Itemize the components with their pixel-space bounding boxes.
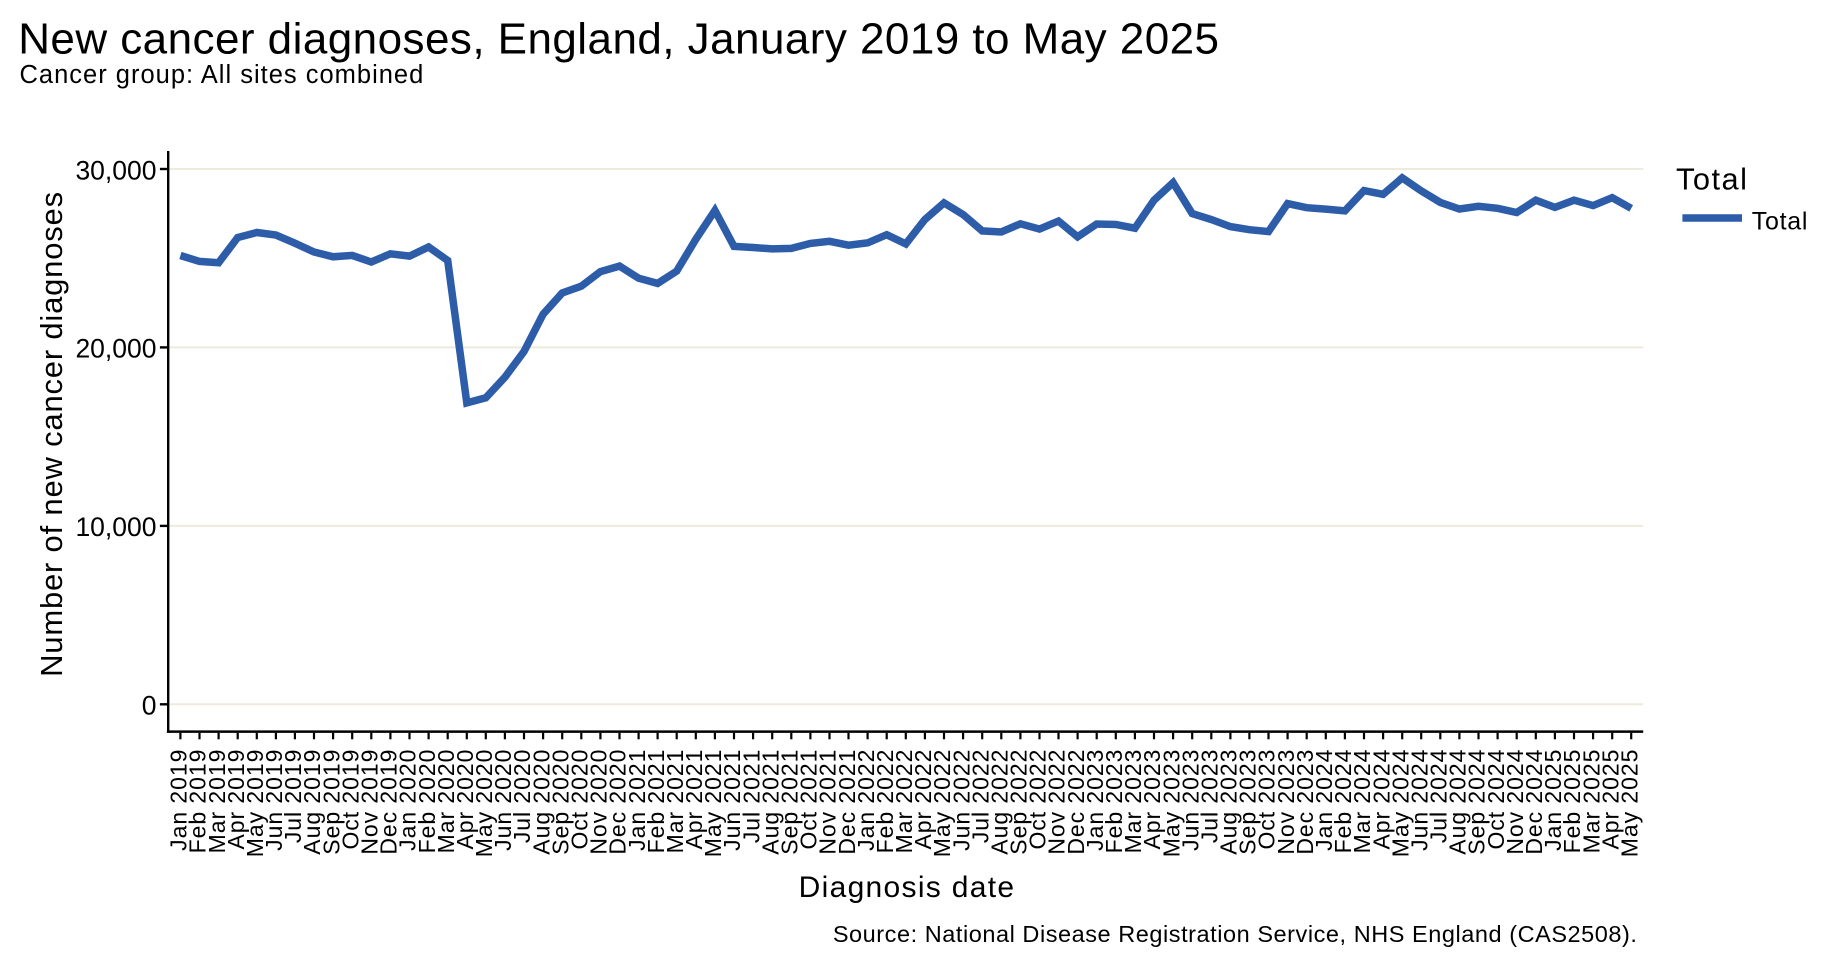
svg-text:Feb 2023: Feb 2023 <box>1101 749 1127 854</box>
svg-text:New cancer diagnoses, England,: New cancer diagnoses, England, January 2… <box>18 14 1219 63</box>
svg-text:Sep 2021: Sep 2021 <box>777 749 803 855</box>
svg-text:Sep 2023: Sep 2023 <box>1235 749 1261 855</box>
svg-text:Feb 2019: Feb 2019 <box>185 749 211 854</box>
svg-text:May 2019: May 2019 <box>242 749 268 858</box>
svg-text:Mar 2024: Mar 2024 <box>1349 749 1375 854</box>
svg-text:Aug 2021: Aug 2021 <box>757 749 783 855</box>
svg-text:Jan 2022: Jan 2022 <box>853 749 879 851</box>
svg-text:0: 0 <box>142 691 157 721</box>
svg-text:Nov 2019: Nov 2019 <box>357 749 383 855</box>
svg-text:Apr 2024: Apr 2024 <box>1368 749 1394 850</box>
svg-text:Apr 2021: Apr 2021 <box>681 749 707 850</box>
svg-text:Jul 2020: Jul 2020 <box>509 749 535 844</box>
svg-text:Jun 2020: Jun 2020 <box>490 749 516 851</box>
svg-text:Oct 2021: Oct 2021 <box>796 749 822 850</box>
svg-text:Oct 2022: Oct 2022 <box>1025 749 1051 850</box>
svg-text:Feb 2025: Feb 2025 <box>1559 749 1585 854</box>
svg-text:10,000: 10,000 <box>75 512 156 542</box>
svg-text:Jun 2021: Jun 2021 <box>719 749 745 851</box>
svg-text:Dec 2020: Dec 2020 <box>605 749 631 855</box>
svg-text:Apr 2020: Apr 2020 <box>452 749 478 850</box>
svg-text:May 2022: May 2022 <box>929 749 955 858</box>
svg-text:Jul 2021: Jul 2021 <box>738 749 764 844</box>
svg-text:Feb 2024: Feb 2024 <box>1330 749 1356 854</box>
svg-text:Jan 2025: Jan 2025 <box>1540 749 1566 851</box>
svg-text:Nov 2024: Nov 2024 <box>1502 749 1528 855</box>
svg-text:Diagnosis date: Diagnosis date <box>799 871 1016 904</box>
svg-text:Jan 2024: Jan 2024 <box>1311 749 1337 851</box>
svg-text:Jul 2019: Jul 2019 <box>280 749 306 844</box>
svg-text:Dec 2024: Dec 2024 <box>1521 749 1547 855</box>
svg-text:Aug 2020: Aug 2020 <box>528 749 554 855</box>
svg-text:Oct 2019: Oct 2019 <box>337 749 363 850</box>
svg-text:Jan 2023: Jan 2023 <box>1082 749 1108 851</box>
svg-text:Sep 2020: Sep 2020 <box>547 749 573 855</box>
svg-text:Jul 2022: Jul 2022 <box>967 749 993 844</box>
svg-text:Oct 2020: Oct 2020 <box>567 749 593 850</box>
svg-text:Jan 2021: Jan 2021 <box>624 749 650 851</box>
svg-text:Mar 2022: Mar 2022 <box>891 749 917 854</box>
svg-text:Source: National Disease Regis: Source: National Disease Registration Se… <box>833 921 1638 947</box>
svg-text:Apr 2025: Apr 2025 <box>1597 749 1623 850</box>
svg-text:30,000: 30,000 <box>75 155 156 185</box>
svg-text:Sep 2019: Sep 2019 <box>318 749 344 855</box>
svg-text:Mar 2021: Mar 2021 <box>662 749 688 854</box>
svg-text:Jan 2020: Jan 2020 <box>395 749 421 851</box>
svg-text:Mar 2019: Mar 2019 <box>204 749 230 854</box>
svg-text:Jun 2024: Jun 2024 <box>1407 749 1433 851</box>
svg-text:Dec 2022: Dec 2022 <box>1063 749 1089 855</box>
svg-text:Jun 2019: Jun 2019 <box>261 749 287 851</box>
svg-text:Mar 2020: Mar 2020 <box>433 749 459 854</box>
svg-text:May 2025: May 2025 <box>1616 749 1642 858</box>
svg-text:Nov 2022: Nov 2022 <box>1044 749 1070 855</box>
svg-text:Number of new cancer diagnoses: Number of new cancer diagnoses <box>34 191 69 677</box>
svg-text:Aug 2019: Aug 2019 <box>299 749 325 855</box>
svg-text:May 2020: May 2020 <box>471 749 497 858</box>
svg-text:Total: Total <box>1676 162 1748 197</box>
svg-text:Jun 2022: Jun 2022 <box>948 749 974 851</box>
svg-text:May 2024: May 2024 <box>1387 749 1413 858</box>
svg-text:Apr 2023: Apr 2023 <box>1139 749 1165 850</box>
svg-text:Aug 2024: Aug 2024 <box>1445 749 1471 855</box>
svg-text:Apr 2022: Apr 2022 <box>910 749 936 850</box>
svg-text:Cancer group: All sites combin: Cancer group: All sites combined <box>20 61 425 89</box>
svg-text:Oct 2023: Oct 2023 <box>1254 749 1280 850</box>
svg-text:Mar 2023: Mar 2023 <box>1120 749 1146 854</box>
svg-text:Mar 2025: Mar 2025 <box>1578 749 1604 854</box>
svg-text:Dec 2021: Dec 2021 <box>834 749 860 855</box>
svg-text:Nov 2023: Nov 2023 <box>1273 749 1299 855</box>
svg-text:Feb 2021: Feb 2021 <box>643 749 669 854</box>
svg-text:Dec 2023: Dec 2023 <box>1292 749 1318 855</box>
svg-text:Nov 2020: Nov 2020 <box>586 749 612 855</box>
svg-text:Jan 2019: Jan 2019 <box>166 749 192 851</box>
svg-text:Jul 2024: Jul 2024 <box>1426 749 1452 844</box>
svg-text:Feb 2020: Feb 2020 <box>414 749 440 854</box>
svg-text:Nov 2021: Nov 2021 <box>815 749 841 855</box>
svg-text:Sep 2022: Sep 2022 <box>1006 749 1032 855</box>
svg-text:Oct 2024: Oct 2024 <box>1483 749 1509 850</box>
svg-text:20,000: 20,000 <box>75 334 156 364</box>
svg-text:Apr 2019: Apr 2019 <box>223 749 249 850</box>
svg-text:Dec 2019: Dec 2019 <box>376 749 402 855</box>
svg-text:Feb 2022: Feb 2022 <box>872 749 898 854</box>
svg-text:May 2023: May 2023 <box>1158 749 1184 858</box>
svg-text:Aug 2023: Aug 2023 <box>1216 749 1242 855</box>
svg-text:Jul 2023: Jul 2023 <box>1197 749 1223 844</box>
svg-text:May 2021: May 2021 <box>700 749 726 858</box>
svg-text:Total: Total <box>1752 208 1808 236</box>
svg-text:Sep 2024: Sep 2024 <box>1464 749 1490 855</box>
svg-text:Aug 2022: Aug 2022 <box>987 749 1013 855</box>
svg-text:Jun 2023: Jun 2023 <box>1177 749 1203 851</box>
